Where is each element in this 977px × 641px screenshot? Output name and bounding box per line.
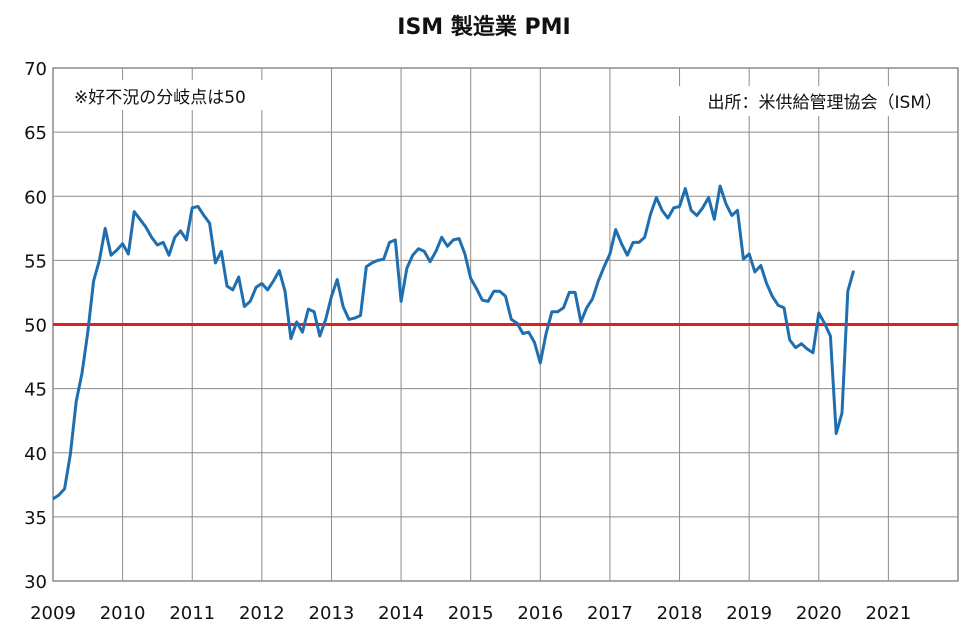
y-tick-label: 70 xyxy=(24,59,47,80)
note-right: 出所：米供給管理協会（ISM） xyxy=(708,93,942,113)
y-tick-label: 55 xyxy=(24,251,47,272)
y-tick-label: 40 xyxy=(24,444,47,465)
x-tick-label: 2013 xyxy=(309,603,355,624)
y-tick-label: 65 xyxy=(24,123,47,144)
y-tick-label: 45 xyxy=(24,380,47,401)
note-left: ※好不況の分岐点は50 xyxy=(74,88,246,108)
x-tick-label: 2020 xyxy=(796,603,842,624)
x-tick-label: 2014 xyxy=(378,603,424,624)
x-tick-label: 2018 xyxy=(657,603,703,624)
y-tick-label: 50 xyxy=(24,316,47,337)
x-tick-label: 2012 xyxy=(239,603,285,624)
chart-title: ISM 製造業 PMI xyxy=(397,14,570,40)
x-tick-label: 2015 xyxy=(448,603,494,624)
x-tick-label: 2017 xyxy=(587,603,633,624)
y-tick-label: 60 xyxy=(24,187,47,208)
y-axis-tick-labels: 30 35 40 45 50 55 60 65 70 xyxy=(24,59,47,593)
x-tick-label: 2019 xyxy=(726,603,772,624)
x-tick-label: 2009 xyxy=(30,603,76,624)
y-tick-label: 30 xyxy=(24,572,47,593)
x-tick-label: 2021 xyxy=(865,603,911,624)
x-tick-label: 2011 xyxy=(169,603,215,624)
x-tick-label: 2010 xyxy=(100,603,146,624)
note-left-box xyxy=(66,80,298,110)
series-points xyxy=(52,185,854,499)
note-right-box xyxy=(678,86,948,116)
x-axis-tick-labels: 2009 2010 2011 2012 2013 2014 2015 2016 2017 2018… xyxy=(30,603,911,624)
x-tick-label: 2016 xyxy=(517,603,563,624)
y-tick-label: 35 xyxy=(24,508,47,529)
